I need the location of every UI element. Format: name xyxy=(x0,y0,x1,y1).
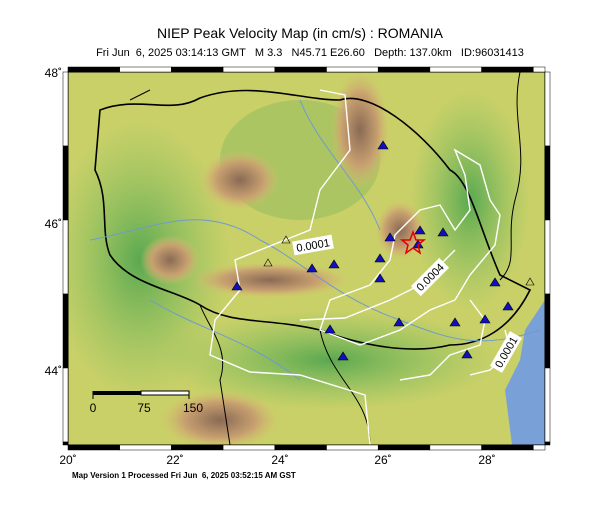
scale-label: 150 xyxy=(183,401,203,415)
frame-segment xyxy=(171,66,224,73)
frame-segment xyxy=(326,66,379,73)
frame-segment xyxy=(544,145,551,221)
scale-label: 0 xyxy=(90,401,97,415)
frame-segment xyxy=(544,219,551,295)
lon-label: 28˚ xyxy=(478,453,495,467)
frame-segment xyxy=(377,444,431,451)
frame-segment xyxy=(62,293,69,369)
frame-segment xyxy=(222,66,276,73)
terrain xyxy=(68,72,545,445)
frame-segment xyxy=(274,66,327,73)
subtitle: Fri Jun 6, 2025 03:14:13 GMT M 3.3 N45.7… xyxy=(96,47,524,59)
frame-segment xyxy=(171,444,224,451)
frame-segment xyxy=(62,219,69,295)
frame-segment xyxy=(429,66,482,73)
frame-segment xyxy=(429,444,482,451)
frame-segment xyxy=(544,71,551,147)
frame-segment xyxy=(62,145,69,221)
frame-segment xyxy=(377,66,431,73)
frame-segment xyxy=(544,367,551,443)
frame-segment xyxy=(544,293,551,369)
contour-label: 0.0001 xyxy=(296,237,331,255)
lat-label: 46˚ xyxy=(45,217,62,231)
frame-segment xyxy=(67,444,120,451)
frame-segment xyxy=(326,444,379,451)
lat-label: 44˚ xyxy=(45,364,62,378)
scale-label: 75 xyxy=(137,401,151,415)
frame-segment xyxy=(62,71,69,147)
frame-segment xyxy=(274,444,327,451)
frame-segment xyxy=(119,444,172,451)
lon-label: 22˚ xyxy=(166,453,183,467)
frame-segment xyxy=(67,66,120,73)
lon-label: 24˚ xyxy=(271,453,288,467)
frame-segment xyxy=(119,66,172,73)
frame-segment xyxy=(62,367,69,443)
map-frame xyxy=(62,66,551,451)
lat-label: 48˚ xyxy=(45,66,62,80)
frame-segment xyxy=(62,441,69,446)
title: NIEP Peak Velocity Map (in cm/s) : ROMAN… xyxy=(157,25,444,41)
frame-segment xyxy=(222,444,276,451)
footer: Map Version 1 Processed Fri Jun 6, 2025 … xyxy=(72,471,296,480)
frame-segment xyxy=(481,444,534,451)
frame-segment xyxy=(533,444,546,451)
frame-segment xyxy=(533,66,546,73)
lon-label: 20˚ xyxy=(59,453,76,467)
scale-bar xyxy=(92,390,190,399)
lon-label: 26˚ xyxy=(374,453,391,467)
frame-segment xyxy=(481,66,534,73)
frame-segment xyxy=(544,441,551,446)
